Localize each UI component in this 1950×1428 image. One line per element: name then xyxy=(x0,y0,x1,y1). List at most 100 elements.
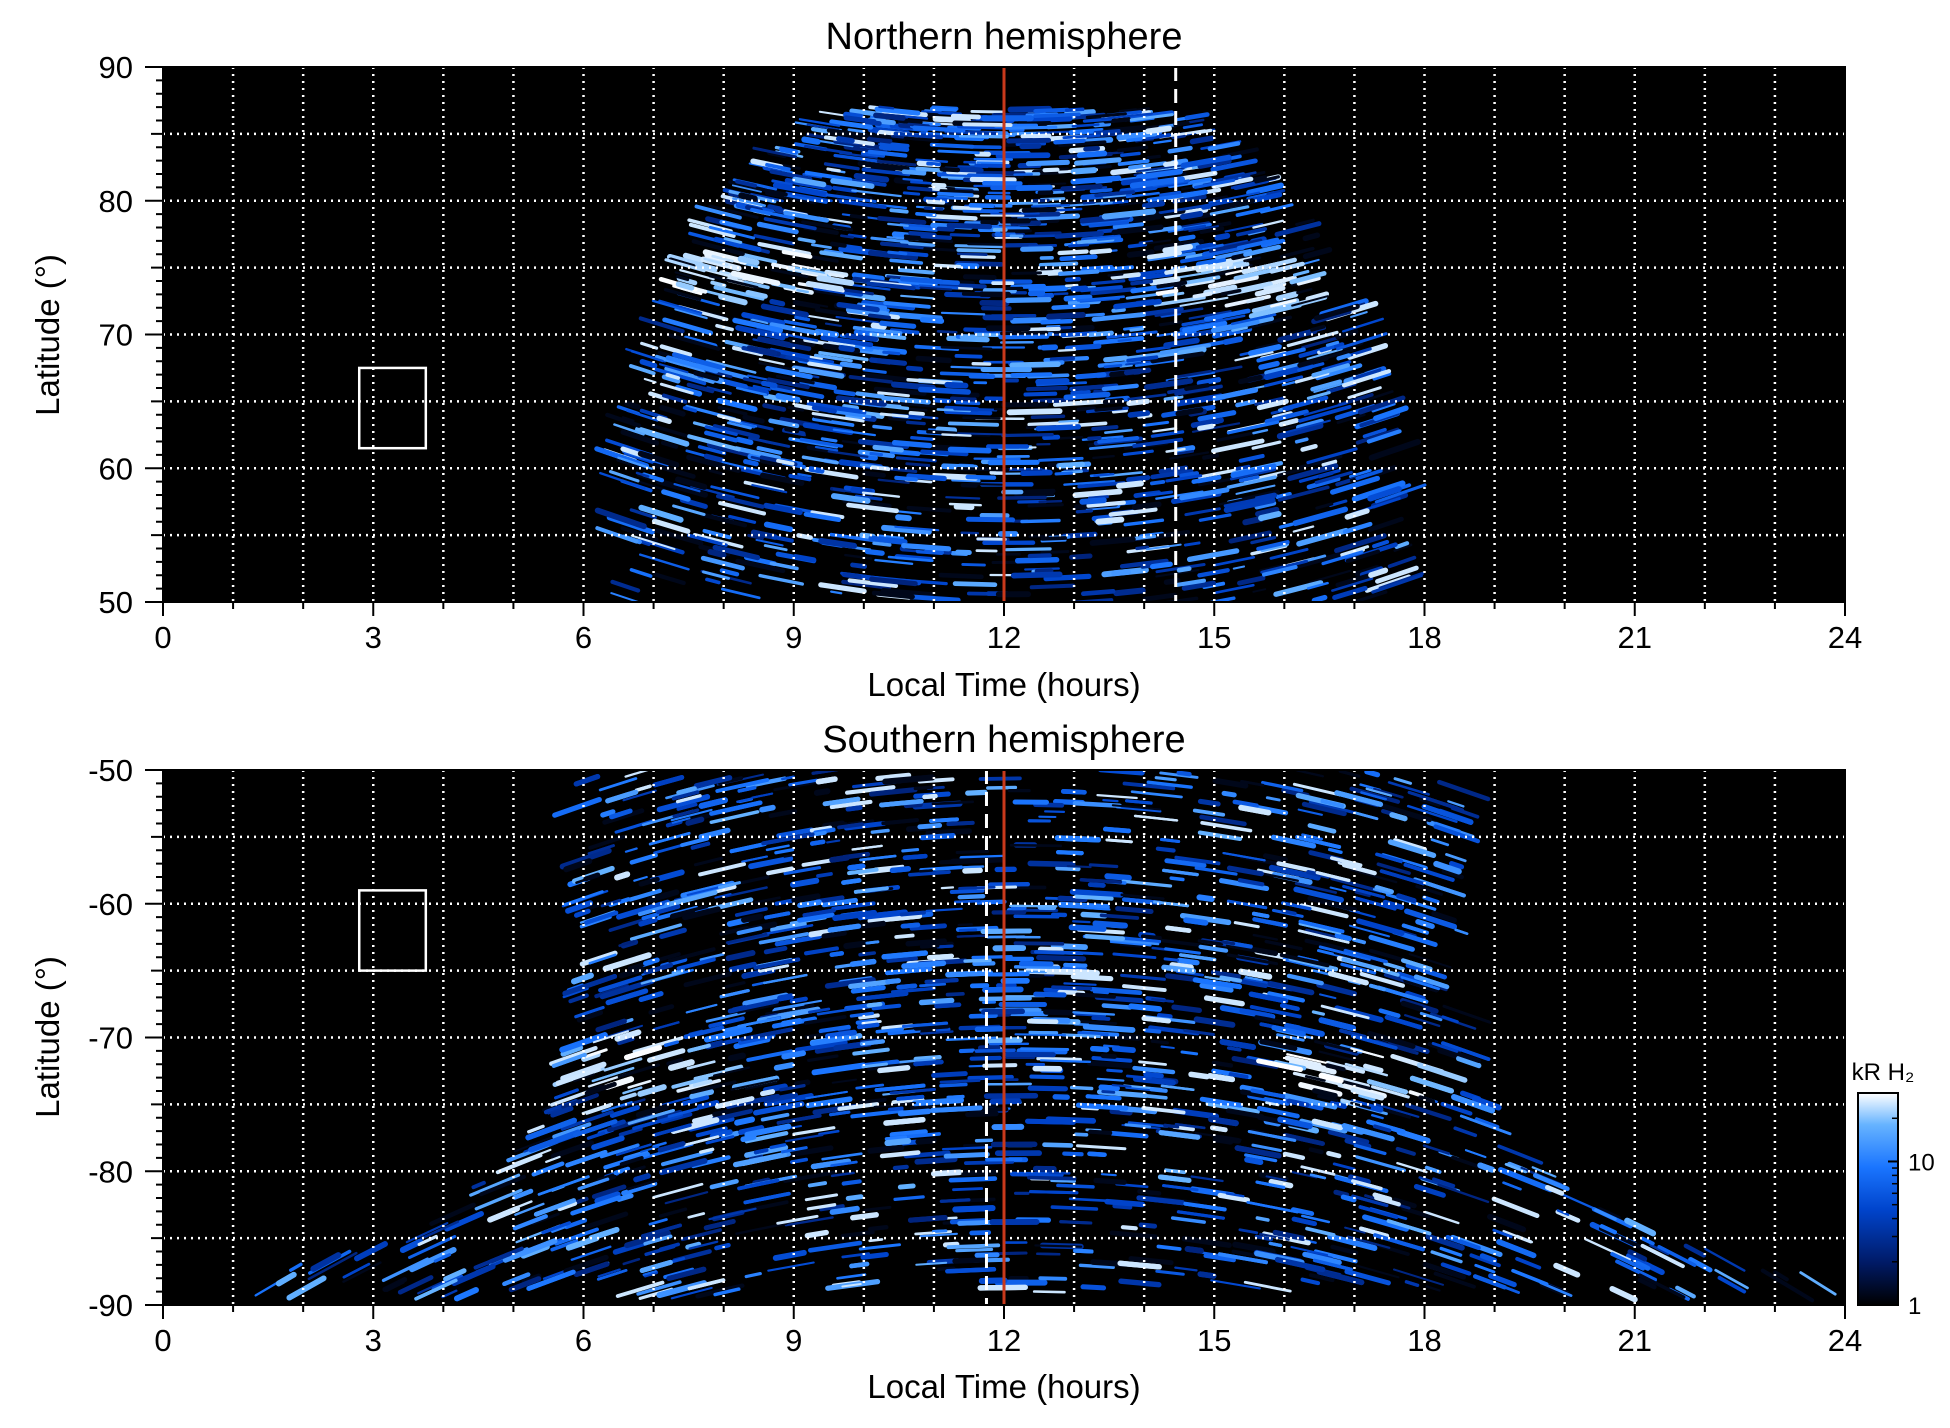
emission-streak xyxy=(875,447,902,450)
emission-streak xyxy=(892,869,908,871)
emission-streak xyxy=(898,517,909,518)
emission-streak xyxy=(1090,885,1103,886)
emission-streak xyxy=(1122,153,1139,155)
emission-streak xyxy=(936,119,969,121)
emission-streak xyxy=(862,1041,883,1044)
emission-streak xyxy=(1004,404,1047,405)
emission-streak xyxy=(1023,473,1050,474)
emission-streak xyxy=(1016,943,1063,944)
emission-streak xyxy=(1120,1263,1159,1267)
emission-streak xyxy=(1066,297,1089,298)
emission-streak xyxy=(915,128,964,131)
emission-streak xyxy=(1038,381,1067,382)
emission-streak xyxy=(846,944,865,946)
emission-streak xyxy=(1096,1180,1124,1182)
emission-streak xyxy=(1214,1063,1231,1066)
emission-streak xyxy=(941,575,982,577)
emission-streak xyxy=(975,963,994,964)
emission-streak xyxy=(934,1074,966,1076)
emission-streak xyxy=(1185,192,1205,195)
emission-streak xyxy=(746,462,757,464)
emission-streak xyxy=(932,220,958,221)
emission-streak xyxy=(1160,1177,1189,1180)
emission-streak xyxy=(971,205,992,206)
emission-streak xyxy=(948,1097,963,1098)
x-tick-label: 3 xyxy=(365,1323,382,1358)
emission-streak xyxy=(1093,427,1116,429)
emission-streak xyxy=(707,456,722,460)
x-tick-label: 18 xyxy=(1407,1323,1441,1358)
emission-streak xyxy=(1049,315,1083,317)
emission-streak xyxy=(1215,1140,1230,1142)
emission-streak xyxy=(904,963,943,966)
emission-streak xyxy=(899,986,915,988)
emission-streak xyxy=(1052,192,1063,193)
emission-streak xyxy=(1072,392,1089,393)
emission-streak xyxy=(1090,865,1116,867)
emission-streak xyxy=(828,169,839,171)
emission-streak xyxy=(1040,1278,1065,1279)
emission-streak xyxy=(922,946,938,947)
emission-streak xyxy=(1073,921,1089,922)
emission-streak xyxy=(1077,160,1120,163)
emission-streak xyxy=(1123,1227,1136,1228)
emission-streak xyxy=(1118,909,1152,912)
emission-streak xyxy=(902,279,940,282)
emission-streak xyxy=(853,490,870,492)
emission-streak xyxy=(832,244,845,246)
emission-streak xyxy=(1113,310,1123,311)
emission-streak xyxy=(797,1082,808,1084)
emission-streak xyxy=(932,145,973,147)
emission-streak xyxy=(904,193,918,194)
emission-streak xyxy=(941,191,978,193)
x-tick-label: 3 xyxy=(365,620,382,655)
emission-streak xyxy=(850,866,863,868)
emission-streak xyxy=(1073,178,1118,182)
emission-streak xyxy=(845,575,860,577)
emission-streak xyxy=(957,356,981,357)
emission-streak xyxy=(1108,1070,1122,1071)
emission-streak xyxy=(1026,394,1056,395)
emission-streak xyxy=(848,336,876,340)
emission-streak xyxy=(1052,1181,1075,1182)
emission-streak xyxy=(841,348,852,350)
emission-streak xyxy=(786,429,797,431)
emission-streak xyxy=(1086,1027,1133,1030)
emission-streak xyxy=(1092,190,1111,192)
emission-streak xyxy=(1043,321,1071,322)
emission-streak xyxy=(1023,249,1051,250)
emission-streak xyxy=(884,352,899,354)
x-tick-label: 21 xyxy=(1618,1323,1652,1358)
emission-streak xyxy=(955,1260,984,1261)
emission-streak xyxy=(1144,1018,1169,1021)
emission-streak xyxy=(1089,1063,1129,1066)
emission-streak xyxy=(1066,394,1108,397)
emission-streak xyxy=(954,1189,982,1190)
emission-streak xyxy=(1012,364,1058,365)
emission-streak xyxy=(1075,1251,1091,1252)
emission-streak xyxy=(915,787,931,788)
emission-streak xyxy=(898,1097,922,1099)
emission-streak xyxy=(741,259,757,263)
emission-streak xyxy=(880,1068,908,1071)
x-tick-label: 0 xyxy=(154,620,171,655)
emission-streak xyxy=(1072,927,1104,929)
emission-streak xyxy=(1095,474,1114,476)
emission-streak xyxy=(860,953,874,955)
emission-streak xyxy=(1182,1052,1197,1054)
emission-streak xyxy=(795,557,813,560)
emission-streak xyxy=(915,1062,941,1064)
emission-streak xyxy=(895,1167,907,1168)
emission-streak xyxy=(1073,125,1098,127)
emission-streak xyxy=(903,925,918,926)
emission-streak xyxy=(1119,340,1131,341)
emission-streak xyxy=(1146,1030,1159,1031)
emission-streak xyxy=(1337,936,1349,939)
emission-streak xyxy=(1045,1145,1071,1146)
emission-streak xyxy=(1038,427,1078,429)
emission-streak xyxy=(852,216,866,218)
emission-streak xyxy=(950,423,997,424)
x-tick-label: 6 xyxy=(575,1323,592,1358)
emission-streak xyxy=(1060,252,1087,254)
